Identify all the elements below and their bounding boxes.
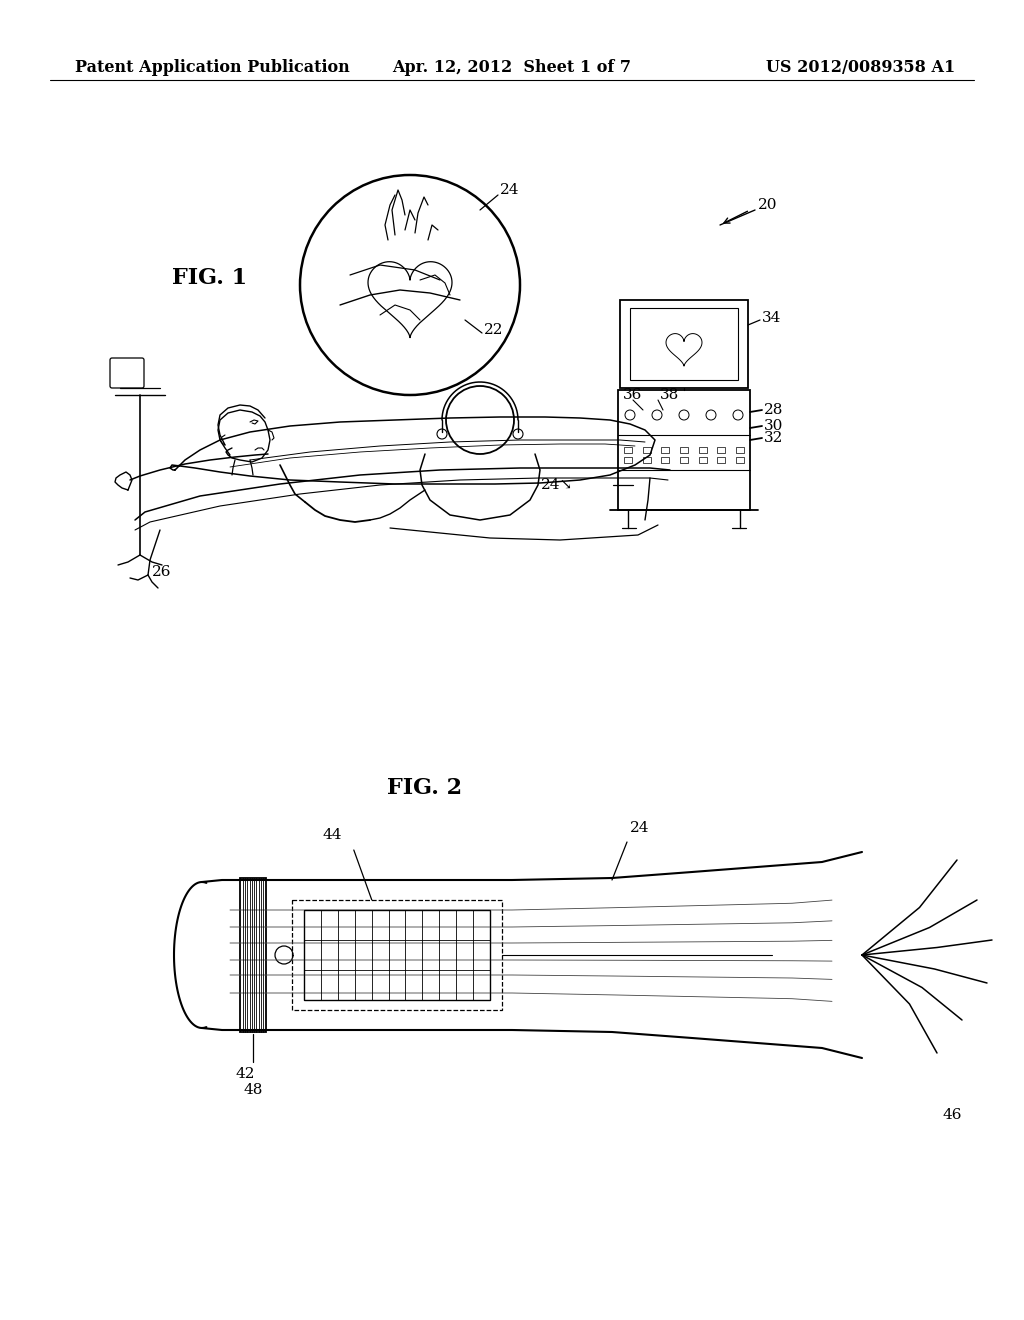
Bar: [624, 447, 632, 453]
Bar: [662, 457, 670, 463]
Text: 46: 46: [942, 1107, 962, 1122]
Bar: [662, 447, 670, 453]
Bar: [718, 457, 725, 463]
Text: Patent Application Publication: Patent Application Publication: [75, 59, 350, 77]
Bar: [618, 389, 750, 510]
Text: 26: 26: [152, 565, 171, 579]
Text: FIG. 2: FIG. 2: [387, 777, 463, 799]
Text: 30: 30: [764, 418, 783, 433]
Text: 38: 38: [660, 388, 679, 403]
Bar: [698, 457, 707, 463]
Text: 24↘: 24↘: [541, 478, 573, 492]
Bar: [680, 457, 688, 463]
Text: 24: 24: [630, 821, 649, 836]
Bar: [718, 447, 725, 453]
Bar: [643, 447, 650, 453]
Bar: [630, 308, 738, 380]
Bar: [620, 300, 748, 388]
Bar: [624, 457, 632, 463]
Text: 44: 44: [323, 828, 342, 842]
Text: 22: 22: [484, 323, 504, 337]
Text: 32: 32: [764, 432, 783, 445]
Bar: [698, 447, 707, 453]
Bar: [292, 900, 502, 1010]
Bar: [240, 878, 266, 1032]
Text: 24: 24: [500, 183, 519, 197]
Text: 36: 36: [623, 388, 642, 403]
Bar: [643, 457, 650, 463]
Text: 28: 28: [764, 403, 783, 417]
Bar: [304, 909, 490, 1001]
Bar: [736, 447, 744, 453]
Text: US 2012/0089358 A1: US 2012/0089358 A1: [766, 59, 955, 77]
Text: 34: 34: [762, 312, 781, 325]
Text: 48: 48: [244, 1082, 263, 1097]
Text: 20: 20: [758, 198, 777, 213]
Bar: [680, 447, 688, 453]
Text: Apr. 12, 2012  Sheet 1 of 7: Apr. 12, 2012 Sheet 1 of 7: [392, 59, 632, 77]
Bar: [736, 457, 744, 463]
Text: 42: 42: [236, 1067, 255, 1081]
Text: FIG. 1: FIG. 1: [172, 267, 247, 289]
